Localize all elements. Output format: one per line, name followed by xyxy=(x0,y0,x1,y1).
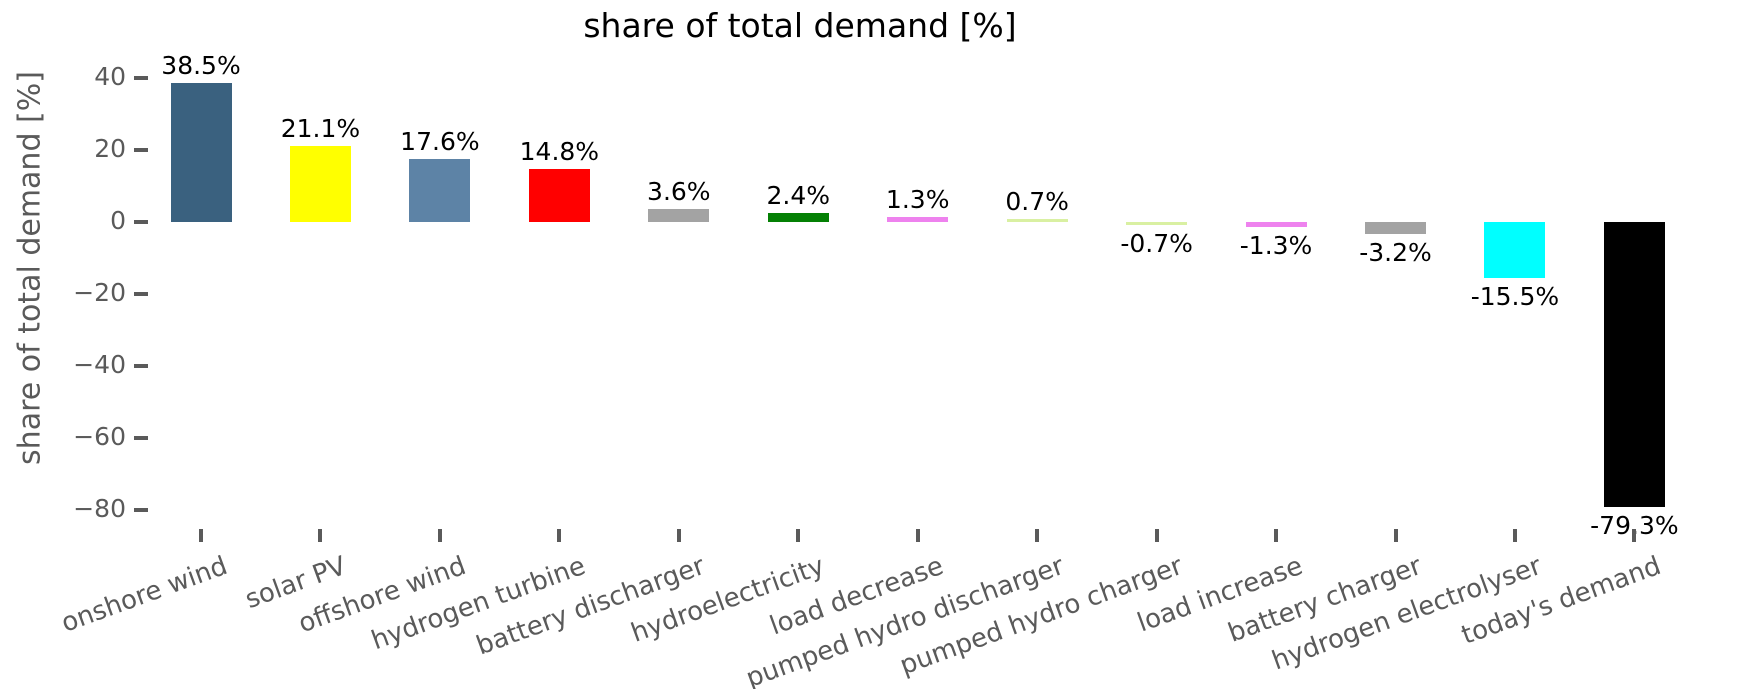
bar xyxy=(409,158,471,222)
bar-value-label: 17.6% xyxy=(400,126,480,156)
x-tick-mark xyxy=(1393,529,1398,542)
bar xyxy=(170,83,232,222)
y-tick-label: −80 xyxy=(73,494,126,523)
bar xyxy=(767,213,829,222)
y-tick-label: 40 xyxy=(94,62,126,91)
x-tick-mark xyxy=(1274,529,1279,542)
x-tick-mark xyxy=(915,529,920,542)
x-tick-mark xyxy=(1154,529,1159,542)
bar xyxy=(1484,222,1546,278)
bar-value-label: -1.3% xyxy=(1239,230,1313,260)
bar-value-label: 14.8% xyxy=(519,136,600,166)
y-tick-mark xyxy=(134,364,148,368)
x-tick-mark xyxy=(796,529,801,542)
x-tick-mark xyxy=(437,529,442,542)
x-tick-mark xyxy=(1512,529,1517,542)
bar xyxy=(1006,219,1068,222)
bar xyxy=(648,209,710,222)
x-tick-label: today's demand xyxy=(1457,551,1665,651)
bar-value-label: 38.5% xyxy=(161,51,241,81)
y-axis-label: share of total demand [%] xyxy=(12,71,48,465)
bar-value-label: 21.1% xyxy=(280,114,361,144)
y-tick-mark xyxy=(134,508,148,512)
y-tick-label: −60 xyxy=(73,422,126,451)
x-tick-mark xyxy=(676,529,681,542)
y-tick-label: 0 xyxy=(110,206,126,235)
bar xyxy=(1245,222,1307,227)
bar xyxy=(528,168,590,222)
bar-value-label: 3.6% xyxy=(647,177,711,207)
x-tick-mark xyxy=(1035,529,1040,542)
y-tick-label: 20 xyxy=(94,134,126,163)
bar-value-label: -3.2% xyxy=(1359,237,1432,267)
bar xyxy=(289,146,351,222)
x-tick-mark xyxy=(199,529,203,542)
x-tick-mark xyxy=(1632,529,1637,542)
y-tick-mark xyxy=(134,148,148,152)
bar-value-label: -0.7% xyxy=(1120,228,1193,258)
y-tick-mark xyxy=(134,76,148,80)
x-tick-label: onshore wind xyxy=(57,551,232,639)
x-tick-mark xyxy=(557,529,562,542)
bar xyxy=(1365,222,1426,234)
bar xyxy=(1126,222,1188,225)
y-tick-label: −20 xyxy=(73,278,126,307)
bar-value-label: -15.5% xyxy=(1470,281,1560,311)
bar xyxy=(1603,222,1665,508)
x-tick-mark xyxy=(318,529,323,542)
chart-title: share of total demand [%] xyxy=(583,6,1017,45)
bar-value-label: 1.3% xyxy=(885,185,950,215)
y-tick-mark xyxy=(134,220,148,224)
y-tick-mark xyxy=(134,292,148,296)
bar-value-label: 2.4% xyxy=(766,181,831,211)
bar-value-label: 0.7% xyxy=(1005,187,1069,217)
y-tick-mark xyxy=(134,436,148,440)
bar xyxy=(887,217,949,222)
y-tick-label: −40 xyxy=(73,350,126,379)
